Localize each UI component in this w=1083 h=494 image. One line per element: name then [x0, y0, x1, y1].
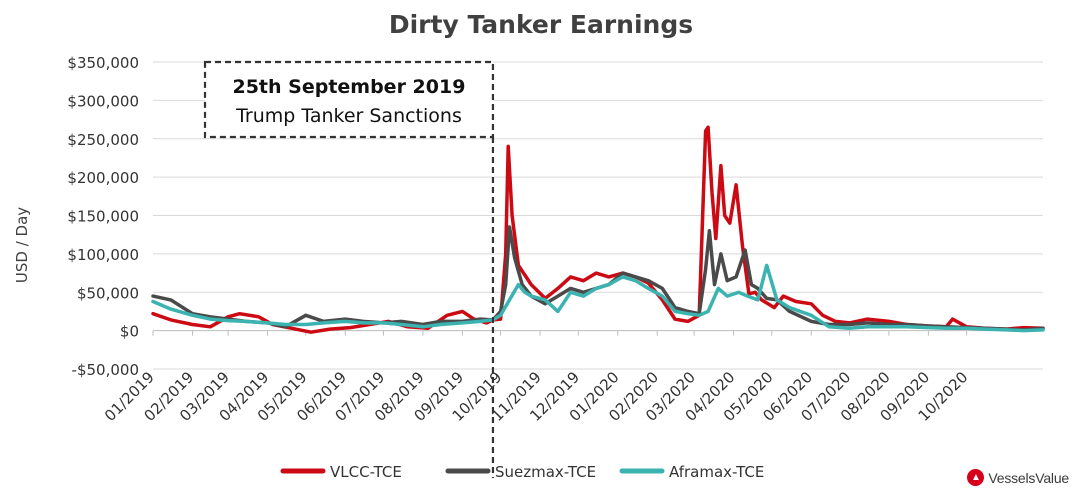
- y-tick-label: $350,000: [67, 54, 139, 72]
- brand-logo: ▲ VesselsValue: [967, 469, 1069, 486]
- chart-title: Dirty Tanker Earnings: [389, 10, 693, 39]
- y-tick-label: $100,000: [67, 246, 139, 264]
- y-tick-label: $0: [120, 323, 139, 341]
- annotation-date: 25th September 2019: [232, 76, 465, 98]
- y-tick-label: $150,000: [67, 208, 139, 226]
- annotation-box: [203, 60, 495, 139]
- series-line-suezmax-tce: [151, 225, 1045, 332]
- series-line-vlcc-tce: [151, 125, 1045, 334]
- brand-name: VesselsValue: [988, 469, 1069, 486]
- y-tick-label: $200,000: [67, 169, 139, 187]
- y-tick-label: $50,000: [77, 284, 139, 302]
- legend: VLCC-TCE Suezmax-TCE Aframax-TCE: [280, 463, 764, 481]
- y-axis: -$50,000 $0 $50,000 $100,000 $150,000 $200,00…: [67, 54, 139, 379]
- y-tick-label: $250,000: [67, 131, 139, 149]
- x-axis: 01/201902/201903/201904/201905/201906/20…: [101, 330, 971, 425]
- legend-label-vlcc-tce: VLCC-TCE: [330, 463, 402, 481]
- y-tick-label: -$50,000: [72, 361, 139, 379]
- series-line-aframax-tce: [151, 263, 1045, 333]
- annotation-text: Trump Tanker Sanctions: [235, 105, 462, 127]
- series-lines: [151, 125, 1045, 334]
- legend-label-suezmax-tce: Suezmax-TCE: [495, 463, 596, 481]
- y-tick-label: $300,000: [67, 92, 139, 110]
- legend-label-aframax-tce: Aframax-TCE: [669, 463, 764, 481]
- vesselsvalue-logo-icon: ▲: [967, 469, 985, 486]
- y-axis-label: USD / Day: [13, 207, 31, 283]
